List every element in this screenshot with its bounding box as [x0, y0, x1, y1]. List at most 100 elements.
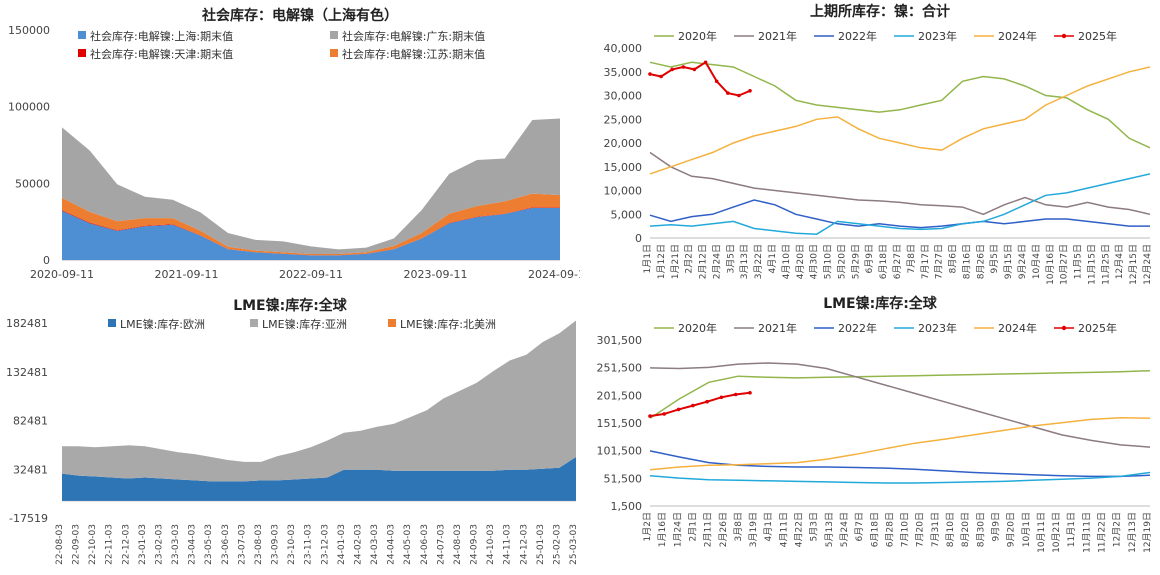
line-series-2023年 [649, 173, 1151, 235]
x-tick-label: 25-02-03 [552, 524, 562, 565]
x-tick-label: 12月15日 [1128, 244, 1139, 285]
y-tick-label: 1,500 [611, 500, 643, 513]
data-point-2025 [659, 74, 663, 79]
legend-label: 2023年 [918, 29, 957, 43]
legend-label: 2025年 [1078, 29, 1117, 43]
y-tick-label: 0 [43, 254, 50, 267]
data-point-2025 [703, 60, 708, 65]
legend-swatch [78, 49, 86, 57]
x-tick-label: 8月6日 [948, 244, 959, 273]
chart-title: 上期所库存：镍：合计 [810, 3, 950, 20]
line-series-2022年 [649, 199, 1150, 229]
x-tick-label: 24-05-03 [403, 524, 413, 565]
x-tick-label: 8月26日 [975, 244, 986, 279]
x-tick-label: 3月5日 [725, 244, 736, 273]
x-tick-label: 1月16日 [657, 512, 668, 547]
legend-label: LME镍:库存:北美洲 [400, 317, 496, 331]
y-tick-label: 15,000 [604, 161, 643, 174]
x-tick-label: 23-03-03 [171, 524, 181, 565]
x-tick-label: 2021-09-11 [155, 268, 219, 281]
x-tick-label: 11月22日 [1097, 512, 1108, 553]
x-tick-label: 2月1日 [687, 512, 698, 541]
legend-swatch [78, 31, 86, 39]
x-tick-label: 9月9日 [990, 512, 1001, 541]
line-series-2020年 [649, 369, 1151, 419]
y-tick-label: 82481 [13, 415, 48, 428]
y-tick-label: 20,000 [604, 137, 643, 150]
area-series-3 [62, 193, 560, 256]
x-tick-label: 23-12-03 [320, 524, 330, 565]
x-tick-label: 6月7日 [854, 512, 865, 541]
x-tick-label: 5月13日 [824, 512, 835, 547]
y-tick-label: 32481 [13, 463, 48, 476]
line-series-2025年 [649, 60, 751, 97]
chart-svg-2: 上期所库存：镍：合计 0 5,000 10,000 15,000 20,000 25,000… [604, 3, 1154, 285]
x-tick-label: 1月1日 [642, 244, 653, 273]
x-tick-label: 6月28日 [884, 512, 895, 547]
x-tick-label: 5月29日 [850, 244, 861, 279]
x-tick-label: 24-03-03 [370, 524, 380, 565]
chart-panel-lme-yearly: LME镍:库存:全球 1,500 51,500 101,500 151,500 201,5… [580, 290, 1160, 571]
x-tick-label: 23-10-03 [287, 524, 297, 565]
legend-label: 2020年 [678, 29, 717, 43]
legend-label: 2020年 [678, 321, 717, 335]
legend-label: 2023年 [918, 321, 957, 335]
x-tick-label: 7月20日 [915, 512, 926, 547]
x-tick-label: 6月18日 [878, 244, 889, 279]
legend-label: 2022年 [838, 321, 877, 335]
chart-title: LME镍:库存:全球 [823, 295, 938, 312]
x-tick-label: 5月20日 [836, 244, 847, 279]
x-tick-label: 23-06-03 [221, 524, 231, 565]
legend-label: 2024年 [998, 321, 1037, 335]
y-tick-label: 201,500 [597, 389, 643, 402]
line-series-2024年 [649, 66, 1151, 175]
x-tick-label: 11月11日 [1081, 512, 1092, 553]
legend-label: 社会库存:电解镍:江苏:期末值 [342, 47, 485, 61]
y-tick-label: 251,500 [597, 362, 643, 375]
x-tick-label: 7月10日 [900, 512, 911, 547]
data-point-2025 [648, 414, 652, 418]
x-tick-label: 5月24日 [839, 512, 850, 547]
x-tick-label: 4月1日 [767, 244, 778, 273]
data-point-2025 [726, 91, 730, 95]
x-tick-label: 8月20日 [960, 512, 971, 547]
x-tick-label: 24-12-03 [519, 524, 529, 565]
x-tick-label: 2020-09-11 [30, 268, 94, 281]
x-tick-label: 22-10-03 [88, 524, 98, 565]
line-series-2024年 [649, 416, 1151, 471]
data-point-2025 [714, 79, 719, 84]
x-tick-label: 22-09-03 [72, 524, 82, 565]
x-tick-label: 6月9日 [864, 244, 875, 273]
x-tick-label: 8月10日 [945, 512, 956, 547]
x-tick-label: 10月27日 [1059, 244, 1070, 285]
x-tick-label: 24-04-03 [387, 524, 397, 565]
x-tick-label: 12月2日 [1112, 512, 1123, 547]
x-tick-label: 23-04-03 [188, 524, 198, 565]
x-tick-label: 2月12日 [698, 244, 709, 279]
legend-swatch [250, 319, 258, 327]
y-tick-label: 25,000 [604, 113, 643, 126]
x-tick-label: 1月2日 [642, 512, 653, 541]
y-tick-label: 10,000 [604, 185, 643, 198]
legend-swatch [330, 49, 338, 57]
line-series-2020年 [649, 61, 1151, 149]
x-tick-label: 24-01-03 [337, 524, 347, 565]
x-tick-label: 4月20日 [795, 244, 806, 279]
chart-svg-3: LME镍:库存:全球 -17519 32481 82481 132481 182481 22… [6, 297, 579, 565]
x-tick-label: 12月19日 [1142, 512, 1153, 553]
x-tick-label: 7月17日 [920, 244, 931, 279]
x-tick-label: 23-01-03 [138, 524, 148, 565]
line-series-2023年 [649, 471, 1151, 484]
x-tick-label: 10月21日 [1051, 512, 1062, 553]
x-tick-label: 2022-09-11 [279, 268, 343, 281]
data-point-2025 [691, 403, 695, 408]
x-tick-label: 3月19日 [748, 512, 759, 547]
x-tick-label: 2月26日 [718, 512, 729, 547]
x-tick-label: 12月24日 [1142, 244, 1153, 285]
x-tick-label: 12月4日 [1114, 244, 1125, 279]
x-tick-label: 25-03-03 [569, 524, 579, 565]
y-tick-label: 101,500 [597, 445, 643, 458]
x-tick-label: 10月1日 [1021, 512, 1032, 547]
x-tick-label: 22-12-03 [121, 524, 131, 565]
x-tick-label: 5月10日 [823, 244, 834, 279]
